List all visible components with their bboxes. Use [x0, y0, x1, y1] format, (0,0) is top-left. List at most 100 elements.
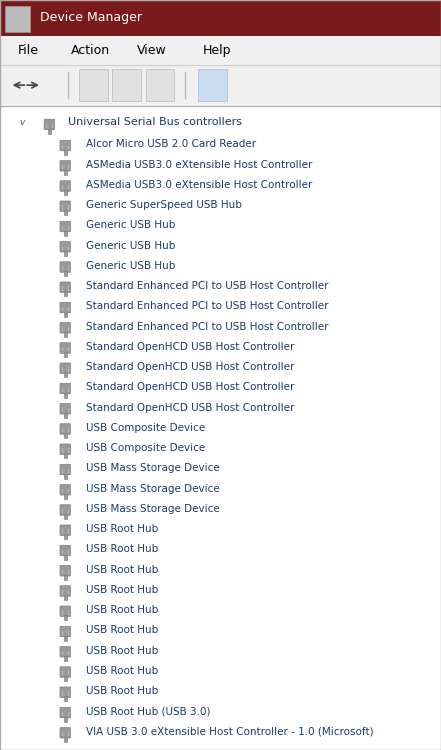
Bar [62, 550, 63, 554]
Bar [67, 692, 69, 695]
Bar [67, 266, 69, 270]
FancyBboxPatch shape [60, 525, 71, 536]
Bar [64, 697, 67, 701]
Bar [62, 246, 63, 250]
FancyBboxPatch shape [60, 221, 71, 232]
FancyBboxPatch shape [60, 586, 71, 596]
Point [66, 68, 71, 76]
Bar [62, 651, 63, 655]
Text: VIA USB 3.0 eXtensible Host Controller - 1.0 (Microsoft): VIA USB 3.0 eXtensible Host Controller -… [86, 727, 374, 736]
FancyBboxPatch shape [60, 545, 71, 556]
Point [183, 68, 188, 76]
Bar [0, 36, 441, 64]
FancyBboxPatch shape [60, 343, 71, 353]
FancyBboxPatch shape [60, 302, 71, 313]
Bar [64, 474, 67, 478]
Bar [0, 0, 441, 36]
FancyBboxPatch shape [60, 484, 71, 495]
Bar [62, 489, 63, 493]
Bar [67, 651, 69, 655]
Text: Generic SuperSpeed USB Hub: Generic SuperSpeed USB Hub [86, 200, 242, 210]
Bar [67, 388, 69, 392]
Text: Standard OpenHCD USB Host Controller: Standard OpenHCD USB Host Controller [86, 342, 295, 352]
Bar [64, 535, 67, 539]
Bar [67, 469, 69, 472]
Bar [67, 550, 69, 554]
Point [66, 94, 71, 103]
FancyBboxPatch shape [60, 201, 71, 211]
Bar [67, 307, 69, 310]
Bar [67, 185, 69, 189]
FancyBboxPatch shape [60, 424, 71, 434]
Bar [64, 292, 67, 296]
Text: ASMedia USB3.0 eXtensible Host Controller: ASMedia USB3.0 eXtensible Host Controlle… [86, 180, 312, 190]
FancyBboxPatch shape [60, 383, 71, 394]
Bar [62, 266, 63, 270]
Bar [0, 64, 441, 106]
Text: ASMedia USB3.0 eXtensible Host Controller: ASMedia USB3.0 eXtensible Host Controlle… [86, 160, 312, 170]
Text: Standard OpenHCD USB Host Controller: Standard OpenHCD USB Host Controller [86, 362, 295, 372]
Bar [62, 327, 63, 331]
Bar [64, 717, 67, 722]
Text: USB Root Hub: USB Root Hub [86, 626, 158, 635]
Bar [62, 307, 63, 310]
Text: Standard Enhanced PCI to USB Host Controller: Standard Enhanced PCI to USB Host Contro… [86, 322, 329, 332]
Bar [62, 570, 63, 574]
Bar [67, 448, 69, 452]
Bar [64, 332, 67, 337]
Text: View: View [137, 44, 166, 57]
FancyBboxPatch shape [60, 242, 71, 252]
FancyBboxPatch shape [60, 646, 71, 657]
Text: Standard Enhanced PCI to USB Host Controller: Standard Enhanced PCI to USB Host Contro… [86, 302, 329, 311]
Bar [62, 145, 63, 148]
FancyBboxPatch shape [44, 119, 55, 130]
Text: USB Root Hub: USB Root Hub [86, 686, 158, 696]
FancyBboxPatch shape [60, 687, 71, 698]
Bar [64, 555, 67, 560]
Bar [67, 246, 69, 250]
Bar [46, 124, 47, 128]
Bar [64, 190, 67, 195]
Text: USB Root Hub: USB Root Hub [86, 524, 158, 534]
Bar [62, 509, 63, 513]
FancyBboxPatch shape [60, 728, 71, 738]
Bar [64, 636, 67, 640]
Bar [62, 530, 63, 533]
Bar [67, 570, 69, 574]
Bar [67, 368, 69, 371]
Text: Device Manager: Device Manager [40, 11, 142, 25]
Text: USB Root Hub: USB Root Hub [86, 544, 158, 554]
Bar [62, 226, 63, 230]
Text: Action: Action [71, 44, 110, 57]
FancyBboxPatch shape [60, 160, 71, 171]
Bar [62, 286, 63, 290]
Text: Alcor Micro USB 2.0 Card Reader: Alcor Micro USB 2.0 Card Reader [86, 140, 256, 149]
Bar [62, 428, 63, 432]
Text: USB Root Hub: USB Root Hub [86, 646, 158, 656]
Text: USB Mass Storage Device: USB Mass Storage Device [86, 504, 220, 514]
Bar [67, 428, 69, 432]
Bar [64, 433, 67, 438]
Bar [64, 575, 67, 580]
Bar [67, 145, 69, 148]
Text: USB Composite Device: USB Composite Device [86, 443, 205, 453]
Text: Generic USB Hub: Generic USB Hub [86, 261, 176, 271]
Bar [64, 312, 67, 316]
Bar [67, 226, 69, 230]
Bar [67, 509, 69, 513]
Bar [146, 70, 174, 100]
Text: USB Root Hub: USB Root Hub [86, 565, 158, 574]
FancyBboxPatch shape [60, 566, 71, 576]
Bar [48, 128, 51, 133]
Bar [62, 712, 63, 716]
Bar [67, 671, 69, 675]
Bar [64, 737, 67, 742]
Bar [62, 671, 63, 675]
Text: Standard Enhanced PCI to USB Host Controller: Standard Enhanced PCI to USB Host Contro… [86, 281, 329, 291]
FancyBboxPatch shape [60, 363, 71, 374]
FancyBboxPatch shape [60, 444, 71, 454]
Text: Standard OpenHCD USB Host Controller: Standard OpenHCD USB Host Controller [86, 382, 295, 392]
Bar [64, 150, 67, 154]
Bar [64, 514, 67, 519]
Bar [64, 251, 67, 256]
